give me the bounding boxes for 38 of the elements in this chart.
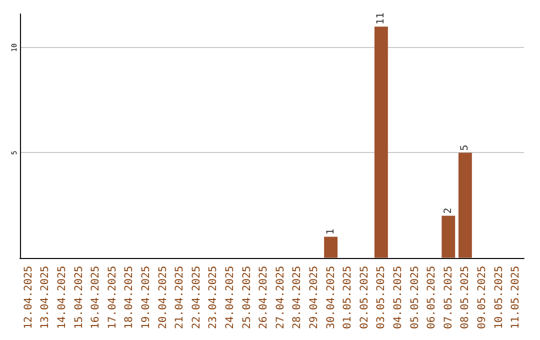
x-tick-label: 24.04.2025 [224,266,236,330]
x-tick-label: 28.04.2025 [291,266,304,330]
x-tick-label: 21.04.2025 [174,266,186,330]
x-tick-label: 16.04.2025 [90,266,102,330]
x-tick-label: 07.05.2025 [442,266,454,330]
x-tick-label: 22.04.2025 [190,266,202,330]
x-tick-label: 29.04.2025 [308,266,320,330]
x-tick-label: 08.05.2025 [459,266,472,330]
x-tick-label: 12.04.2025 [22,266,34,330]
x-tick-label: 04.05.2025 [392,266,404,330]
bar [458,152,472,258]
x-tick-label: 27.04.2025 [274,266,286,330]
x-tick-label: 06.05.2025 [426,266,438,330]
x-tick-label: 01.05.2025 [342,266,354,330]
data-label: 11 [376,12,387,25]
x-tick-label: 25.04.2025 [240,266,253,330]
x-tick-label: 05.05.2025 [408,266,421,330]
data-label: 1 [325,228,336,235]
bar [374,26,388,258]
x-tick-label: 02.05.2025 [358,266,370,330]
x-tick-label: 13.04.2025 [39,266,52,330]
x-tick-label: 30.04.2025 [324,266,337,330]
data-label: 5 [460,144,471,151]
x-tick-label: 20.04.2025 [156,266,169,330]
x-tick-label: 03.05.2025 [375,266,388,330]
x-tick-label: 18.04.2025 [123,266,136,330]
x-tick-label: 17.04.2025 [106,266,118,330]
x-tick-label: 10.05.2025 [492,266,505,330]
x-tick-label: 23.04.2025 [207,266,220,330]
x-tick-label: 11.05.2025 [510,266,522,330]
x-tick-label: 15.04.2025 [72,266,85,330]
bar [442,216,456,258]
data-label: 2 [442,208,454,214]
x-tick-label: 14.04.2025 [56,266,68,330]
bar [324,236,338,258]
x-tick-label: 26.04.2025 [258,266,270,330]
x-tick-label: 09.05.2025 [476,266,488,330]
x-tick-label: 19.04.2025 [140,266,152,330]
